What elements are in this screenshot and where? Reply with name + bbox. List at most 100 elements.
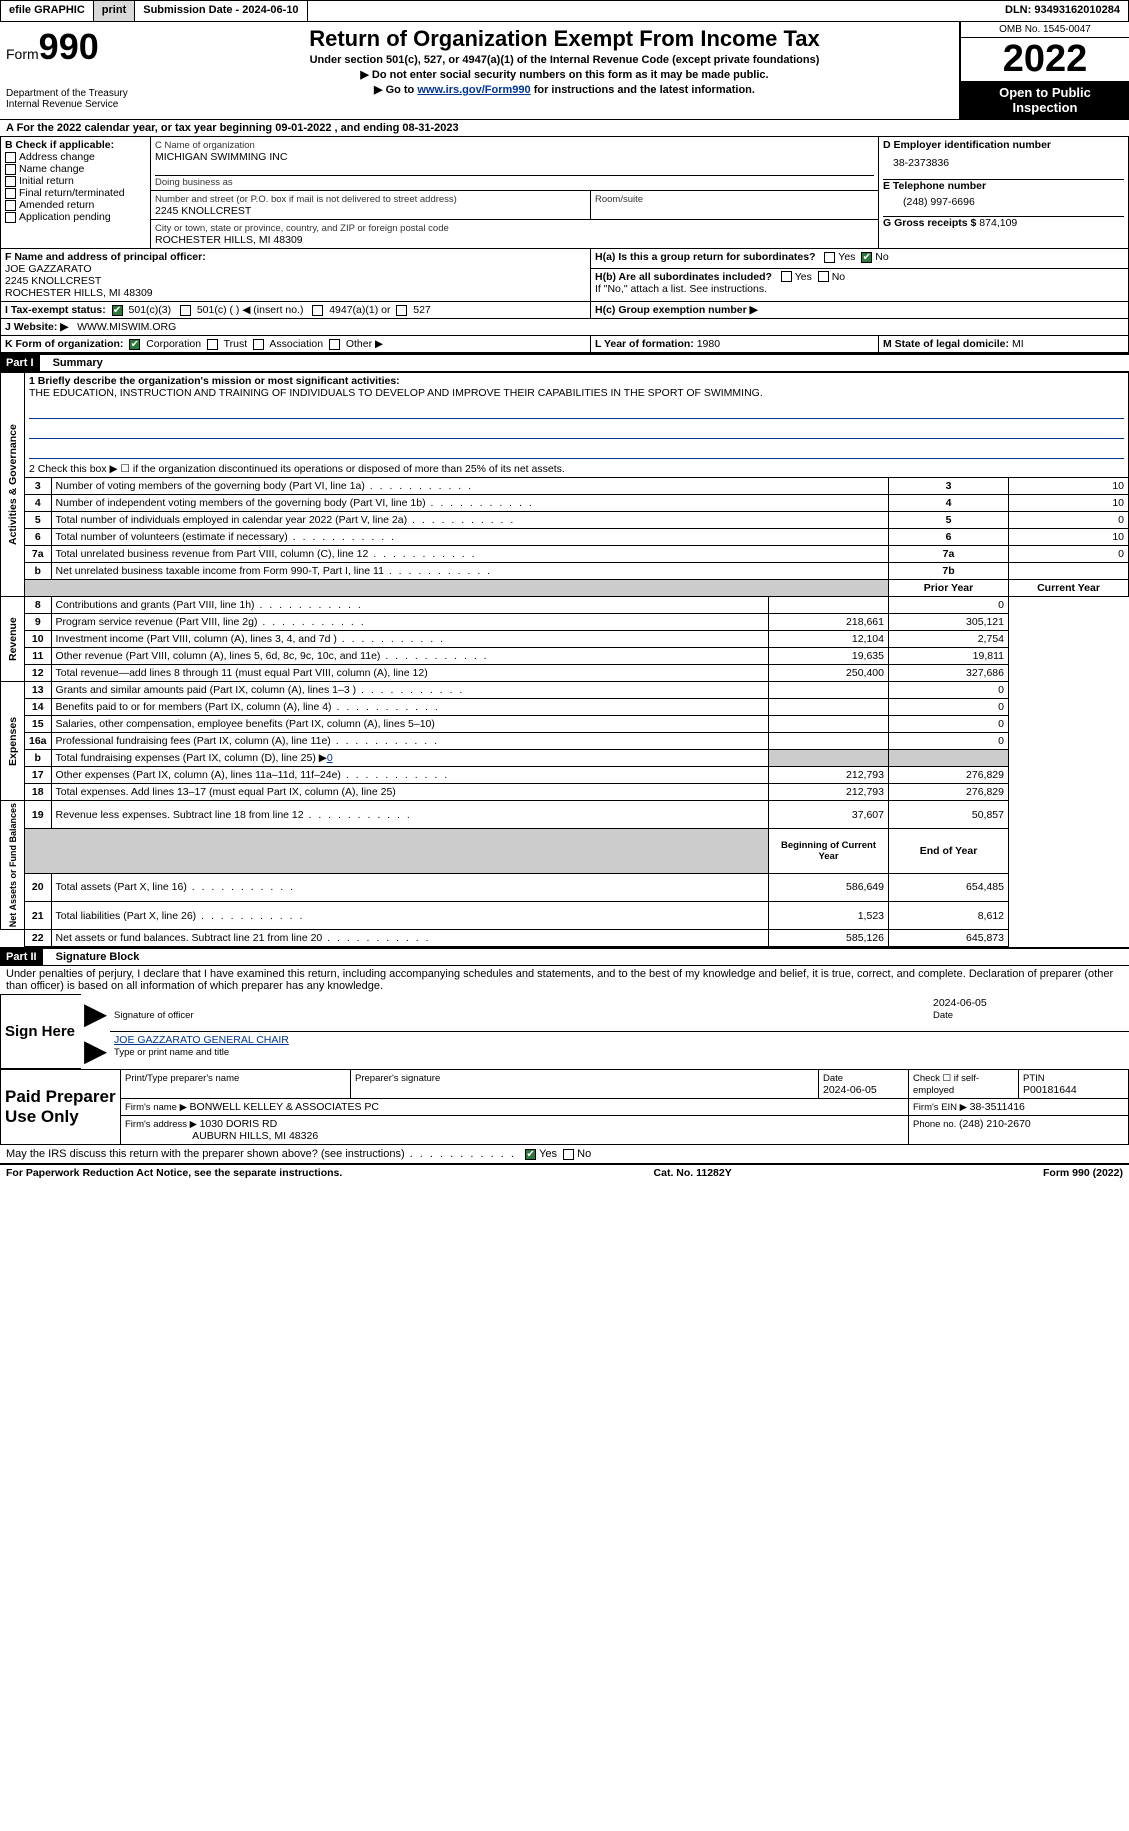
box-l-label: L Year of formation: — [595, 338, 697, 350]
checkbox-discuss-no[interactable] — [563, 1149, 574, 1160]
city-label: City or town, state or province, country… — [155, 223, 449, 234]
part2-title: Signature Block — [46, 951, 140, 963]
checkbox-initial-return[interactable] — [5, 176, 16, 187]
ptin: P00181644 — [1023, 1084, 1077, 1096]
part1-title: Summary — [43, 357, 103, 369]
section-netassets: Net Assets or Fund Balances — [1, 801, 25, 930]
sig-date-label: Date — [933, 1010, 953, 1021]
sig-officer-label: Signature of officer — [114, 1010, 194, 1021]
submission-date: Submission Date - 2024-06-10 — [135, 1, 307, 21]
checkbox-ha-yes[interactable] — [824, 252, 835, 263]
checkbox-hb-no[interactable] — [818, 271, 829, 282]
box-b-label: B Check if applicable: — [5, 139, 114, 151]
section-governance: Activities & Governance — [1, 373, 25, 597]
line6-value: 10 — [1009, 529, 1129, 546]
checkbox-discuss-yes[interactable] — [525, 1149, 536, 1160]
firm-addr2: AUBURN HILLS, MI 48326 — [192, 1130, 318, 1142]
city-state-zip: ROCHESTER HILLS, MI 48309 — [155, 234, 303, 246]
dln: DLN: 93493162010284 — [997, 1, 1128, 21]
box-hb-label: H(b) Are all subordinates included? — [595, 271, 772, 283]
hdr-curr: Current Year — [1009, 580, 1129, 597]
summary-table: Activities & Governance 1 Briefly descri… — [0, 372, 1129, 947]
line6-label: Total number of volunteers (estimate if … — [56, 531, 288, 543]
checkbox-association[interactable] — [253, 339, 264, 350]
section-expenses: Expenses — [1, 682, 25, 801]
box-j-label: J Website: ▶ — [5, 321, 68, 333]
line1-text: THE EDUCATION, INSTRUCTION AND TRAINING … — [29, 387, 763, 399]
checkbox-other[interactable] — [329, 339, 340, 350]
checkbox-4947[interactable] — [312, 305, 323, 316]
part2-header-row: Part II Signature Block — [0, 947, 1129, 966]
sign-arrow-icon-2: ▶ — [85, 1035, 107, 1066]
street-label: Number and street (or P.O. box if mail i… — [155, 194, 457, 205]
perjury-statement: Under penalties of perjury, I declare th… — [0, 966, 1129, 994]
officer-name-title[interactable]: JOE GAZZARATO GENERAL CHAIR — [114, 1034, 289, 1046]
firm-addr1: 1030 DORIS RD — [200, 1118, 278, 1130]
box-i-label: I Tax-exempt status: — [5, 304, 106, 316]
checkbox-address-change[interactable] — [5, 152, 16, 163]
efile-label: efile GRAPHIC — [1, 1, 94, 21]
line7b-value — [1009, 563, 1129, 580]
sign-arrow-icon: ▶ — [85, 998, 107, 1029]
state-domicile: MI — [1012, 338, 1024, 350]
checkbox-501c3[interactable] — [112, 305, 123, 316]
discuss-row: May the IRS discuss this return with the… — [0, 1145, 1129, 1164]
line1-label: 1 Briefly describe the organization's mi… — [29, 375, 400, 387]
firm-name: BONWELL KELLEY & ASSOCIATES PC — [190, 1101, 379, 1113]
topbar-spacer — [308, 1, 997, 21]
checkbox-final-return[interactable] — [5, 188, 16, 199]
checkbox-amended-return[interactable] — [5, 200, 16, 211]
box-k-label: K Form of organization: — [5, 338, 123, 350]
paid-preparer-label: Paid Preparer Use Only — [5, 1087, 116, 1126]
room-label: Room/suite — [595, 194, 643, 205]
checkbox-ha-no[interactable] — [861, 252, 872, 263]
line3-label: Number of voting members of the governin… — [56, 480, 365, 492]
dept-irs: Internal Revenue Service — [6, 99, 164, 110]
line2: 2 Check this box ▶ ☐ if the organization… — [25, 461, 1129, 478]
firm-phone: (248) 210-2670 — [959, 1118, 1031, 1130]
dba-label: Doing business as — [155, 177, 233, 188]
checkbox-527[interactable] — [396, 305, 407, 316]
form-subtitle-3: ▶ Go to www.irs.gov/Form990 for instruct… — [174, 83, 955, 96]
omb-number: OMB No. 1545-0047 — [961, 22, 1129, 38]
website: WWW.MISWIM.ORG — [77, 321, 176, 333]
entity-info-grid: B Check if applicable: Address change Na… — [0, 136, 1129, 353]
form-header: Form990 Department of the Treasury Inter… — [0, 22, 1129, 119]
box-ha-label: H(a) Is this a group return for subordin… — [595, 251, 816, 263]
sign-here-label: Sign Here — [5, 1023, 75, 1040]
checkbox-application-pending[interactable] — [5, 212, 16, 223]
line5-value: 0 — [1009, 512, 1129, 529]
footer-left: For Paperwork Reduction Act Notice, see … — [6, 1167, 342, 1179]
part2-tag: Part II — [0, 949, 43, 965]
open-to-public: Open to Public Inspection — [961, 81, 1129, 119]
checkbox-hb-yes[interactable] — [781, 271, 792, 282]
box-hc-label: H(c) Group exemption number ▶ — [595, 304, 758, 316]
checkbox-name-change[interactable] — [5, 164, 16, 175]
footer-mid: Cat. No. 11282Y — [654, 1167, 732, 1179]
preparer-table: Paid Preparer Use Only Print/Type prepar… — [0, 1069, 1129, 1145]
footer: For Paperwork Reduction Act Notice, see … — [0, 1164, 1129, 1181]
topbar: efile GRAPHIC print Submission Date - 20… — [0, 0, 1129, 22]
checkbox-501c[interactable] — [180, 305, 191, 316]
name-title-label: Type or print name and title — [114, 1047, 229, 1058]
line16b-value[interactable]: 0 — [327, 752, 333, 764]
hdr-prior: Prior Year — [889, 580, 1009, 597]
checkbox-corporation[interactable] — [129, 339, 140, 350]
telephone: (248) 997-6696 — [883, 192, 1124, 216]
form-subtitle-1: Under section 501(c), 527, or 4947(a)(1)… — [174, 54, 955, 66]
officer-street: 2245 KNOLLCREST — [5, 275, 101, 287]
irs-link[interactable]: www.irs.gov/Form990 — [417, 84, 530, 96]
line7b-label: Net unrelated business taxable income fr… — [56, 565, 384, 577]
officer-city: ROCHESTER HILLS, MI 48309 — [5, 287, 153, 299]
box-c-label: C Name of organization — [155, 140, 255, 151]
line7a-value: 0 — [1009, 546, 1129, 563]
officer-name: JOE GAZZARATO — [5, 263, 92, 275]
form-subtitle-2: ▶ Do not enter social security numbers o… — [174, 68, 955, 81]
print-button[interactable]: print — [94, 1, 135, 21]
part1-header-row: Part I Summary — [0, 353, 1129, 372]
part1-tag: Part I — [0, 355, 40, 371]
form-title: Return of Organization Exempt From Incom… — [174, 26, 955, 52]
line4-label: Number of independent voting members of … — [56, 497, 426, 509]
checkbox-trust[interactable] — [207, 339, 218, 350]
box-g-label: G Gross receipts $ — [883, 217, 979, 229]
